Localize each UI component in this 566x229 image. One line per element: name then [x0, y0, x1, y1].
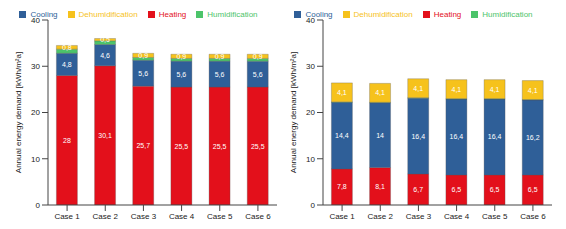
svg-text:4,1: 4,1 — [452, 86, 462, 93]
svg-text:5,6: 5,6 — [215, 71, 225, 78]
svg-text:6,5: 6,5 — [528, 186, 538, 193]
svg-text:10: 10 — [306, 155, 315, 164]
svg-text:25,5: 25,5 — [251, 143, 265, 150]
svg-text:6,5: 6,5 — [452, 186, 462, 193]
svg-text:30,1: 30,1 — [98, 132, 112, 139]
svg-text:7,8: 7,8 — [337, 183, 347, 190]
svg-text:6,7: 6,7 — [413, 186, 423, 193]
svg-text:20: 20 — [31, 108, 40, 117]
svg-text:Case 2: Case 2 — [368, 212, 394, 221]
svg-text:20: 20 — [306, 108, 315, 117]
svg-text:0,5: 0,5 — [100, 36, 110, 43]
svg-text:Case 5: Case 5 — [207, 212, 233, 221]
svg-text:Case 2: Case 2 — [93, 212, 119, 221]
svg-text:14,4: 14,4 — [335, 132, 349, 139]
svg-text:Case 4: Case 4 — [169, 212, 195, 221]
svg-text:25,5: 25,5 — [213, 143, 227, 150]
svg-text:10: 10 — [31, 155, 40, 164]
svg-text:25,5: 25,5 — [175, 143, 189, 150]
svg-text:5,6: 5,6 — [138, 70, 148, 77]
svg-text:0,9: 0,9 — [177, 53, 187, 60]
svg-text:4,1: 4,1 — [528, 87, 538, 94]
svg-text:14: 14 — [376, 132, 384, 139]
svg-text:40: 40 — [31, 16, 40, 25]
svg-text:Case 3: Case 3 — [406, 212, 432, 221]
svg-text:0,9: 0,9 — [253, 53, 263, 60]
svg-text:4,6: 4,6 — [100, 52, 110, 59]
svg-text:30: 30 — [306, 62, 315, 71]
svg-text:16,2: 16,2 — [526, 134, 540, 141]
svg-text:40: 40 — [306, 16, 315, 25]
svg-text:8,1: 8,1 — [375, 183, 385, 190]
svg-text:4,1: 4,1 — [413, 85, 423, 92]
svg-text:30: 30 — [31, 62, 40, 71]
svg-text:0,8: 0,8 — [62, 44, 72, 51]
svg-text:5,6: 5,6 — [253, 71, 263, 78]
svg-text:16,4: 16,4 — [450, 133, 464, 140]
svg-text:25,7: 25,7 — [136, 142, 150, 149]
svg-text:5,6: 5,6 — [177, 71, 187, 78]
svg-text:16,4: 16,4 — [411, 133, 425, 140]
svg-text:Annual energy demand [kWh/m²a]: Annual energy demand [kWh/m²a] — [289, 52, 298, 173]
svg-text:16,4: 16,4 — [488, 133, 502, 140]
svg-text:0: 0 — [36, 201, 41, 210]
svg-text:0,9: 0,9 — [138, 52, 148, 59]
svg-text:4,1: 4,1 — [375, 89, 385, 96]
svg-text:6,5: 6,5 — [490, 186, 500, 193]
svg-text:0: 0 — [311, 201, 316, 210]
svg-text:Case 4: Case 4 — [444, 212, 470, 221]
svg-text:4,1: 4,1 — [337, 89, 347, 96]
svg-text:Case 5: Case 5 — [482, 212, 508, 221]
svg-text:Case 1: Case 1 — [54, 212, 80, 221]
svg-text:0,9: 0,9 — [215, 53, 225, 60]
svg-text:28: 28 — [63, 137, 71, 144]
svg-text:Case 1: Case 1 — [329, 212, 355, 221]
svg-text:Case 6: Case 6 — [520, 212, 546, 221]
svg-text:Case 6: Case 6 — [245, 212, 271, 221]
svg-text:Annual energy demand [kWh/m²a]: Annual energy demand [kWh/m²a] — [14, 52, 23, 173]
svg-text:Case 3: Case 3 — [131, 212, 157, 221]
svg-text:4,8: 4,8 — [62, 61, 72, 68]
svg-text:4,1: 4,1 — [490, 86, 500, 93]
